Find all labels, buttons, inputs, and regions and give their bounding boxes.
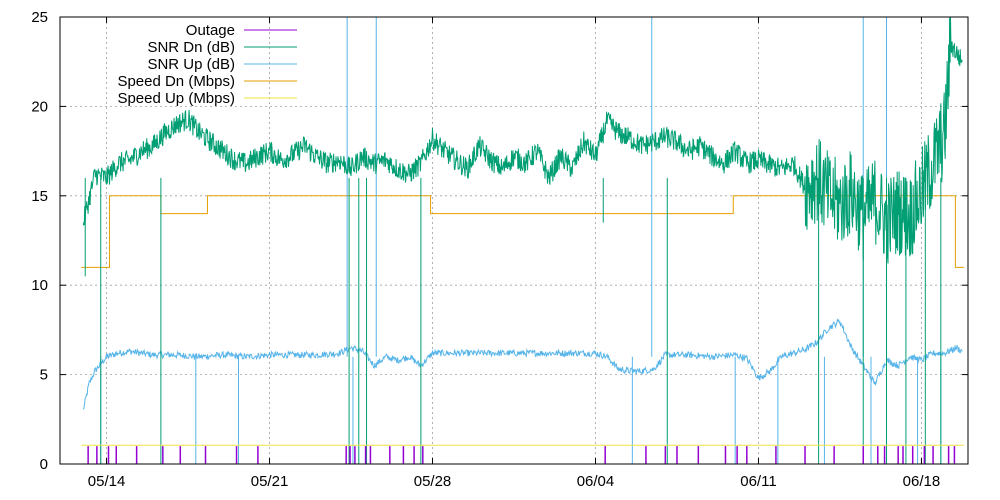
x-tick-label: 05/28 — [414, 473, 452, 490]
y-tick-label: 5 — [40, 367, 48, 384]
x-tick-label: 06/18 — [903, 473, 941, 490]
legend-label: Speed Up (Mbps) — [117, 90, 235, 107]
axes: 0 5 10 15 20 25 05/14 05/21 05/28 06/04 06/11 06/18 — [31, 9, 968, 490]
y-tick-label: 15 — [31, 188, 48, 205]
y-tick-label: 20 — [31, 98, 48, 115]
series-snr-up — [82, 318, 963, 410]
x-tick-label: 06/04 — [577, 473, 615, 490]
x-tick-label: 05/21 — [251, 473, 289, 490]
y-tick-label: 10 — [31, 277, 48, 294]
legend-label: SNR Up (dB) — [147, 56, 235, 73]
series-speed-dn — [81, 195, 965, 268]
legend-label: Outage — [186, 22, 235, 39]
legend-label: SNR Dn (dB) — [147, 39, 235, 56]
plot-frame — [59, 16, 969, 465]
y-tick-label: 25 — [31, 9, 48, 26]
series-snr-dn — [82, 16, 963, 264]
series-layer — [81, 16, 965, 464]
legend-label: Speed Dn (Mbps) — [117, 73, 235, 90]
x-tick-label: 05/14 — [88, 473, 126, 490]
y-tick-label: 0 — [40, 456, 48, 473]
x-tick-label: 06/11 — [740, 473, 776, 490]
